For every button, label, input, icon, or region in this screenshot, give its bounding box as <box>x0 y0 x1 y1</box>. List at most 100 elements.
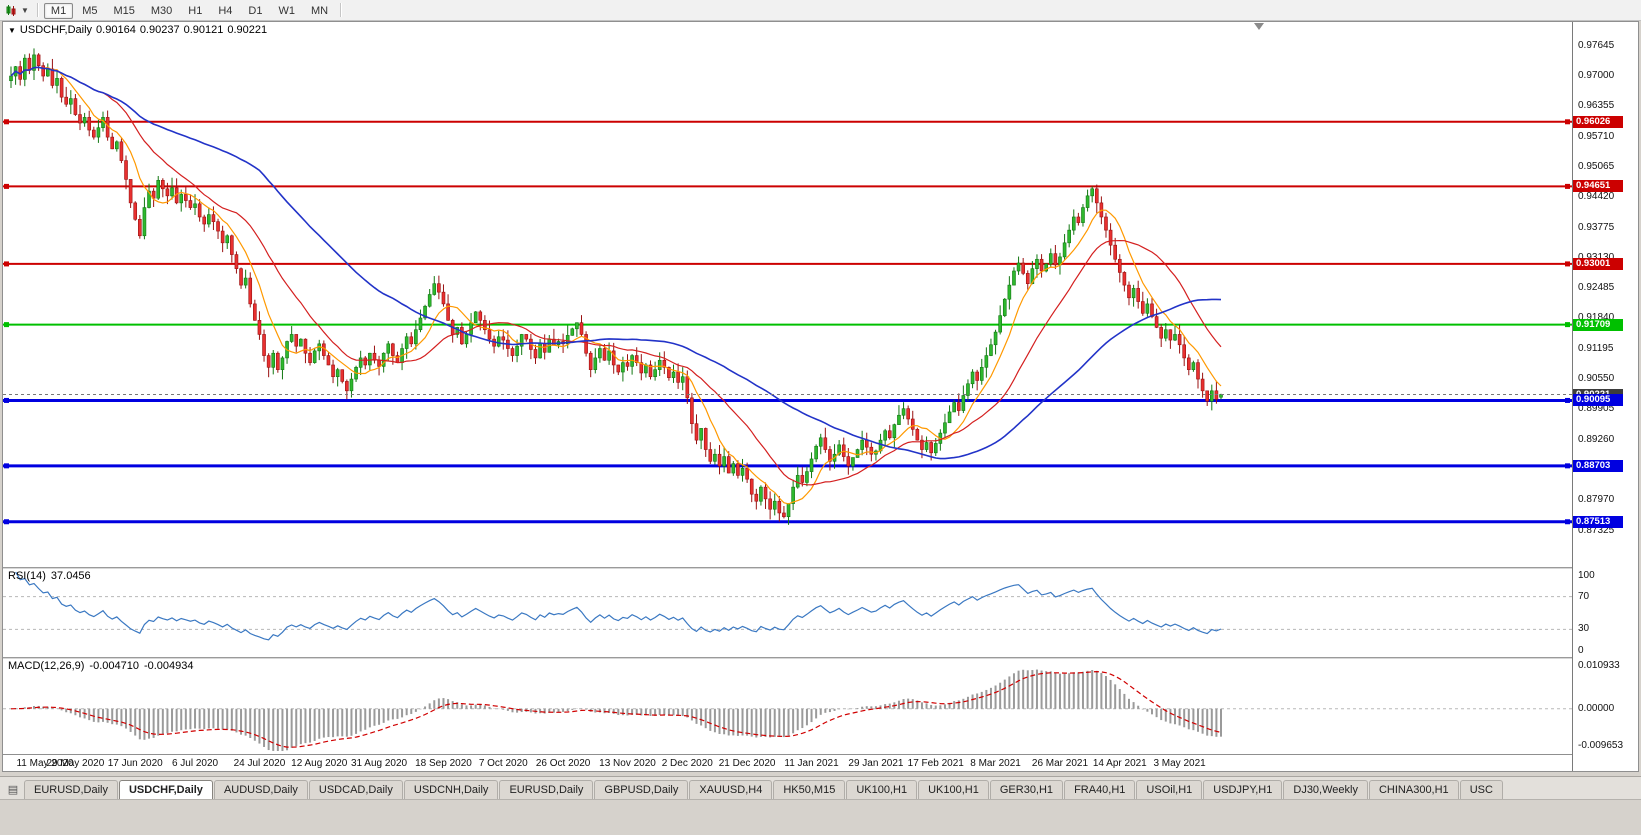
candle-body <box>363 357 368 366</box>
chart-tab-ger30-h1[interactable]: GER30,H1 <box>989 780 1064 799</box>
candle-body <box>1200 378 1205 392</box>
candle-body <box>966 383 970 396</box>
hline-handle[interactable] <box>4 183 9 189</box>
price-chart-canvas[interactable] <box>3 22 1572 567</box>
chart-shift-marker[interactable] <box>1254 23 1264 30</box>
candle-body <box>906 408 910 420</box>
candle-body <box>676 371 680 383</box>
chart-tab-china300-h1[interactable]: CHINA300,H1 <box>1368 780 1459 799</box>
chart-tab-fra40-h1[interactable]: FRA40,H1 <box>1064 780 1136 799</box>
chart-tab-audusd-daily[interactable]: AUDUSD,Daily <box>213 780 308 799</box>
period-button-M1[interactable]: M1 <box>43 3 74 19</box>
candle-body <box>156 180 161 199</box>
candle-body <box>1127 284 1131 299</box>
hline-handle[interactable] <box>4 261 9 267</box>
candle-body <box>726 456 731 474</box>
candle-body <box>883 430 887 441</box>
candle-body <box>1131 288 1136 299</box>
chart-tab-usdjpy-h1[interactable]: USDJPY,H1 <box>1203 780 1283 799</box>
candle-body <box>754 493 759 502</box>
price-axis-tick: 0.89260 <box>1578 433 1615 445</box>
candle-body <box>423 305 427 319</box>
time-axis-label: 8 Mar 2021 <box>970 758 1021 769</box>
candle-body <box>299 338 303 347</box>
hline-handle[interactable] <box>4 119 9 125</box>
candle-body <box>427 294 432 307</box>
candle-body <box>414 329 418 345</box>
hline-handle[interactable] <box>4 322 9 328</box>
hline-handle[interactable] <box>1565 183 1570 189</box>
hline-handle[interactable] <box>4 519 9 525</box>
hline-handle[interactable] <box>1565 261 1570 267</box>
hline-handle[interactable] <box>1565 397 1570 403</box>
chart-tab-hk50-m15[interactable]: HK50,M15 <box>773 780 846 799</box>
candle-body <box>837 444 841 455</box>
candle-body <box>1071 216 1076 231</box>
chevron-down-icon[interactable]: ▼ <box>21 5 29 15</box>
period-button-M5[interactable]: M5 <box>82 5 98 17</box>
time-axis-label: 21 Dec 2020 <box>718 758 776 769</box>
chart-tab-eurusd-daily[interactable]: EURUSD,Daily <box>499 780 594 799</box>
period-button-H4[interactable]: H4 <box>218 5 233 17</box>
period-button-D1[interactable]: D1 <box>248 5 263 17</box>
chart-tab-usc[interactable]: USC <box>1459 780 1503 799</box>
candle-body <box>82 117 87 124</box>
candle-body <box>294 334 299 347</box>
period-button-H1[interactable]: H1 <box>188 5 203 17</box>
candle-body <box>335 369 340 378</box>
charts-list-icon[interactable]: ▤ <box>7 783 19 796</box>
panel-splitter[interactable] <box>3 567 1572 569</box>
chart-tab-uk100-h1[interactable]: UK100,H1 <box>846 780 918 799</box>
candle-body <box>1016 262 1021 272</box>
time-axis[interactable]: 11 May 2020 29 May 2020 17 Jun 2020 6 Jul 2… <box>3 754 1572 771</box>
hline-handle[interactable] <box>1565 463 1570 469</box>
toolbar-separator <box>36 3 39 17</box>
time-axis-label: 31 Aug 2020 <box>350 758 408 769</box>
rsi-line <box>15 571 1222 641</box>
chart-tab-usdcad-daily[interactable]: USDCAD,Daily <box>308 780 403 799</box>
rsi-panel-canvas[interactable] <box>3 569 1572 657</box>
panel-splitter[interactable] <box>3 657 1572 659</box>
hline-handle[interactable] <box>1565 322 1570 328</box>
chart-tab-usdcnh-daily[interactable]: USDCNH,Daily <box>403 780 499 799</box>
candle-body <box>791 486 795 504</box>
hline-handle[interactable] <box>1565 519 1570 525</box>
candle-body <box>731 463 736 474</box>
candle-body <box>570 328 575 336</box>
candle-body <box>1021 262 1025 274</box>
chart-tab-xauusd-h4[interactable]: XAUUSD,H4 <box>689 780 773 799</box>
candle-body <box>952 402 956 413</box>
hline-handle[interactable] <box>1565 119 1570 125</box>
chart-tab-dj30-weekly[interactable]: DJ30,Weekly <box>1283 780 1368 799</box>
candle-body <box>864 439 869 448</box>
macd-panel-canvas[interactable] <box>3 659 1572 753</box>
candle-body <box>947 411 952 424</box>
candle-body <box>391 343 395 356</box>
period-button-W1[interactable]: W1 <box>278 5 295 17</box>
chart-tab-usdchf-daily[interactable]: USDCHF,Daily <box>118 780 213 799</box>
candle-body <box>777 500 782 514</box>
time-axis-label: 14 Apr 2021 <box>1092 758 1147 769</box>
chart-tab-gbpusd-daily[interactable]: GBPUSD,Daily <box>594 780 689 799</box>
hline-handle[interactable] <box>4 397 9 403</box>
ohlc-close: 0.90221 <box>227 24 268 36</box>
chart-tab-usoil-h1[interactable]: USOil,H1 <box>1136 780 1203 799</box>
time-axis-label: 11 Jan 2021 <box>784 758 839 769</box>
symbol-dropdown-icon[interactable]: ▼ <box>8 26 16 35</box>
candle-body <box>657 359 662 370</box>
price-axis[interactable]: 0.97645 0.97000 0.96355 0.95710 0.95065 0.944… <box>1572 22 1638 771</box>
chart-tab-eurusd-daily[interactable]: EURUSD,Daily <box>24 780 118 799</box>
period-button-M15[interactable]: M15 <box>113 5 135 17</box>
candle-body <box>588 352 593 370</box>
candle-body <box>1062 242 1067 258</box>
price-axis-tick: 0.97645 <box>1578 39 1615 51</box>
candlestick-chart-icon[interactable] <box>4 3 20 18</box>
candle-body <box>901 408 906 416</box>
candle-body <box>542 343 547 353</box>
chart-tab-uk100-h1[interactable]: UK100,H1 <box>918 780 989 799</box>
period-button-MN[interactable]: MN <box>310 5 329 17</box>
hline-handle[interactable] <box>4 463 9 469</box>
candle-body <box>253 303 257 321</box>
period-button-M30[interactable]: M30 <box>150 5 173 17</box>
hline-price-label: 0.91709 <box>1573 318 1623 331</box>
